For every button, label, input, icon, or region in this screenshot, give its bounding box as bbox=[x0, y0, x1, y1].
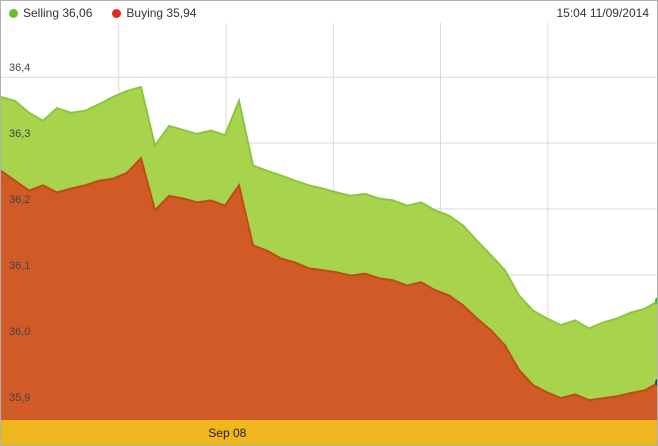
y-tick-label: 36,0 bbox=[9, 325, 31, 338]
legend-item-selling[interactable]: Selling 36,06 bbox=[9, 6, 92, 20]
legend-label-buying: Buying 35,94 bbox=[126, 6, 197, 20]
y-tick-label: 36,2 bbox=[9, 194, 31, 207]
selling-bullet-icon bbox=[9, 8, 18, 18]
y-tick-label: 36,3 bbox=[9, 128, 31, 141]
chart-timestamp: 15:04 11/09/2014 bbox=[556, 6, 649, 20]
buying-bullet-icon bbox=[112, 8, 122, 18]
y-tick-label: 35,9 bbox=[9, 391, 31, 404]
x-tick-label: Sep 08 bbox=[208, 425, 247, 440]
chart-legend: Selling 36,06 Buying 35,94 bbox=[9, 6, 196, 20]
legend-item-buying[interactable]: Buying 35,94 bbox=[112, 6, 196, 20]
y-tick-label: 36,1 bbox=[9, 259, 31, 272]
legend-label-selling: Selling 36,06 bbox=[23, 6, 93, 20]
y-tick-label: 36,4 bbox=[9, 62, 31, 75]
x-axis-band: Sep 08 bbox=[1, 420, 657, 445]
